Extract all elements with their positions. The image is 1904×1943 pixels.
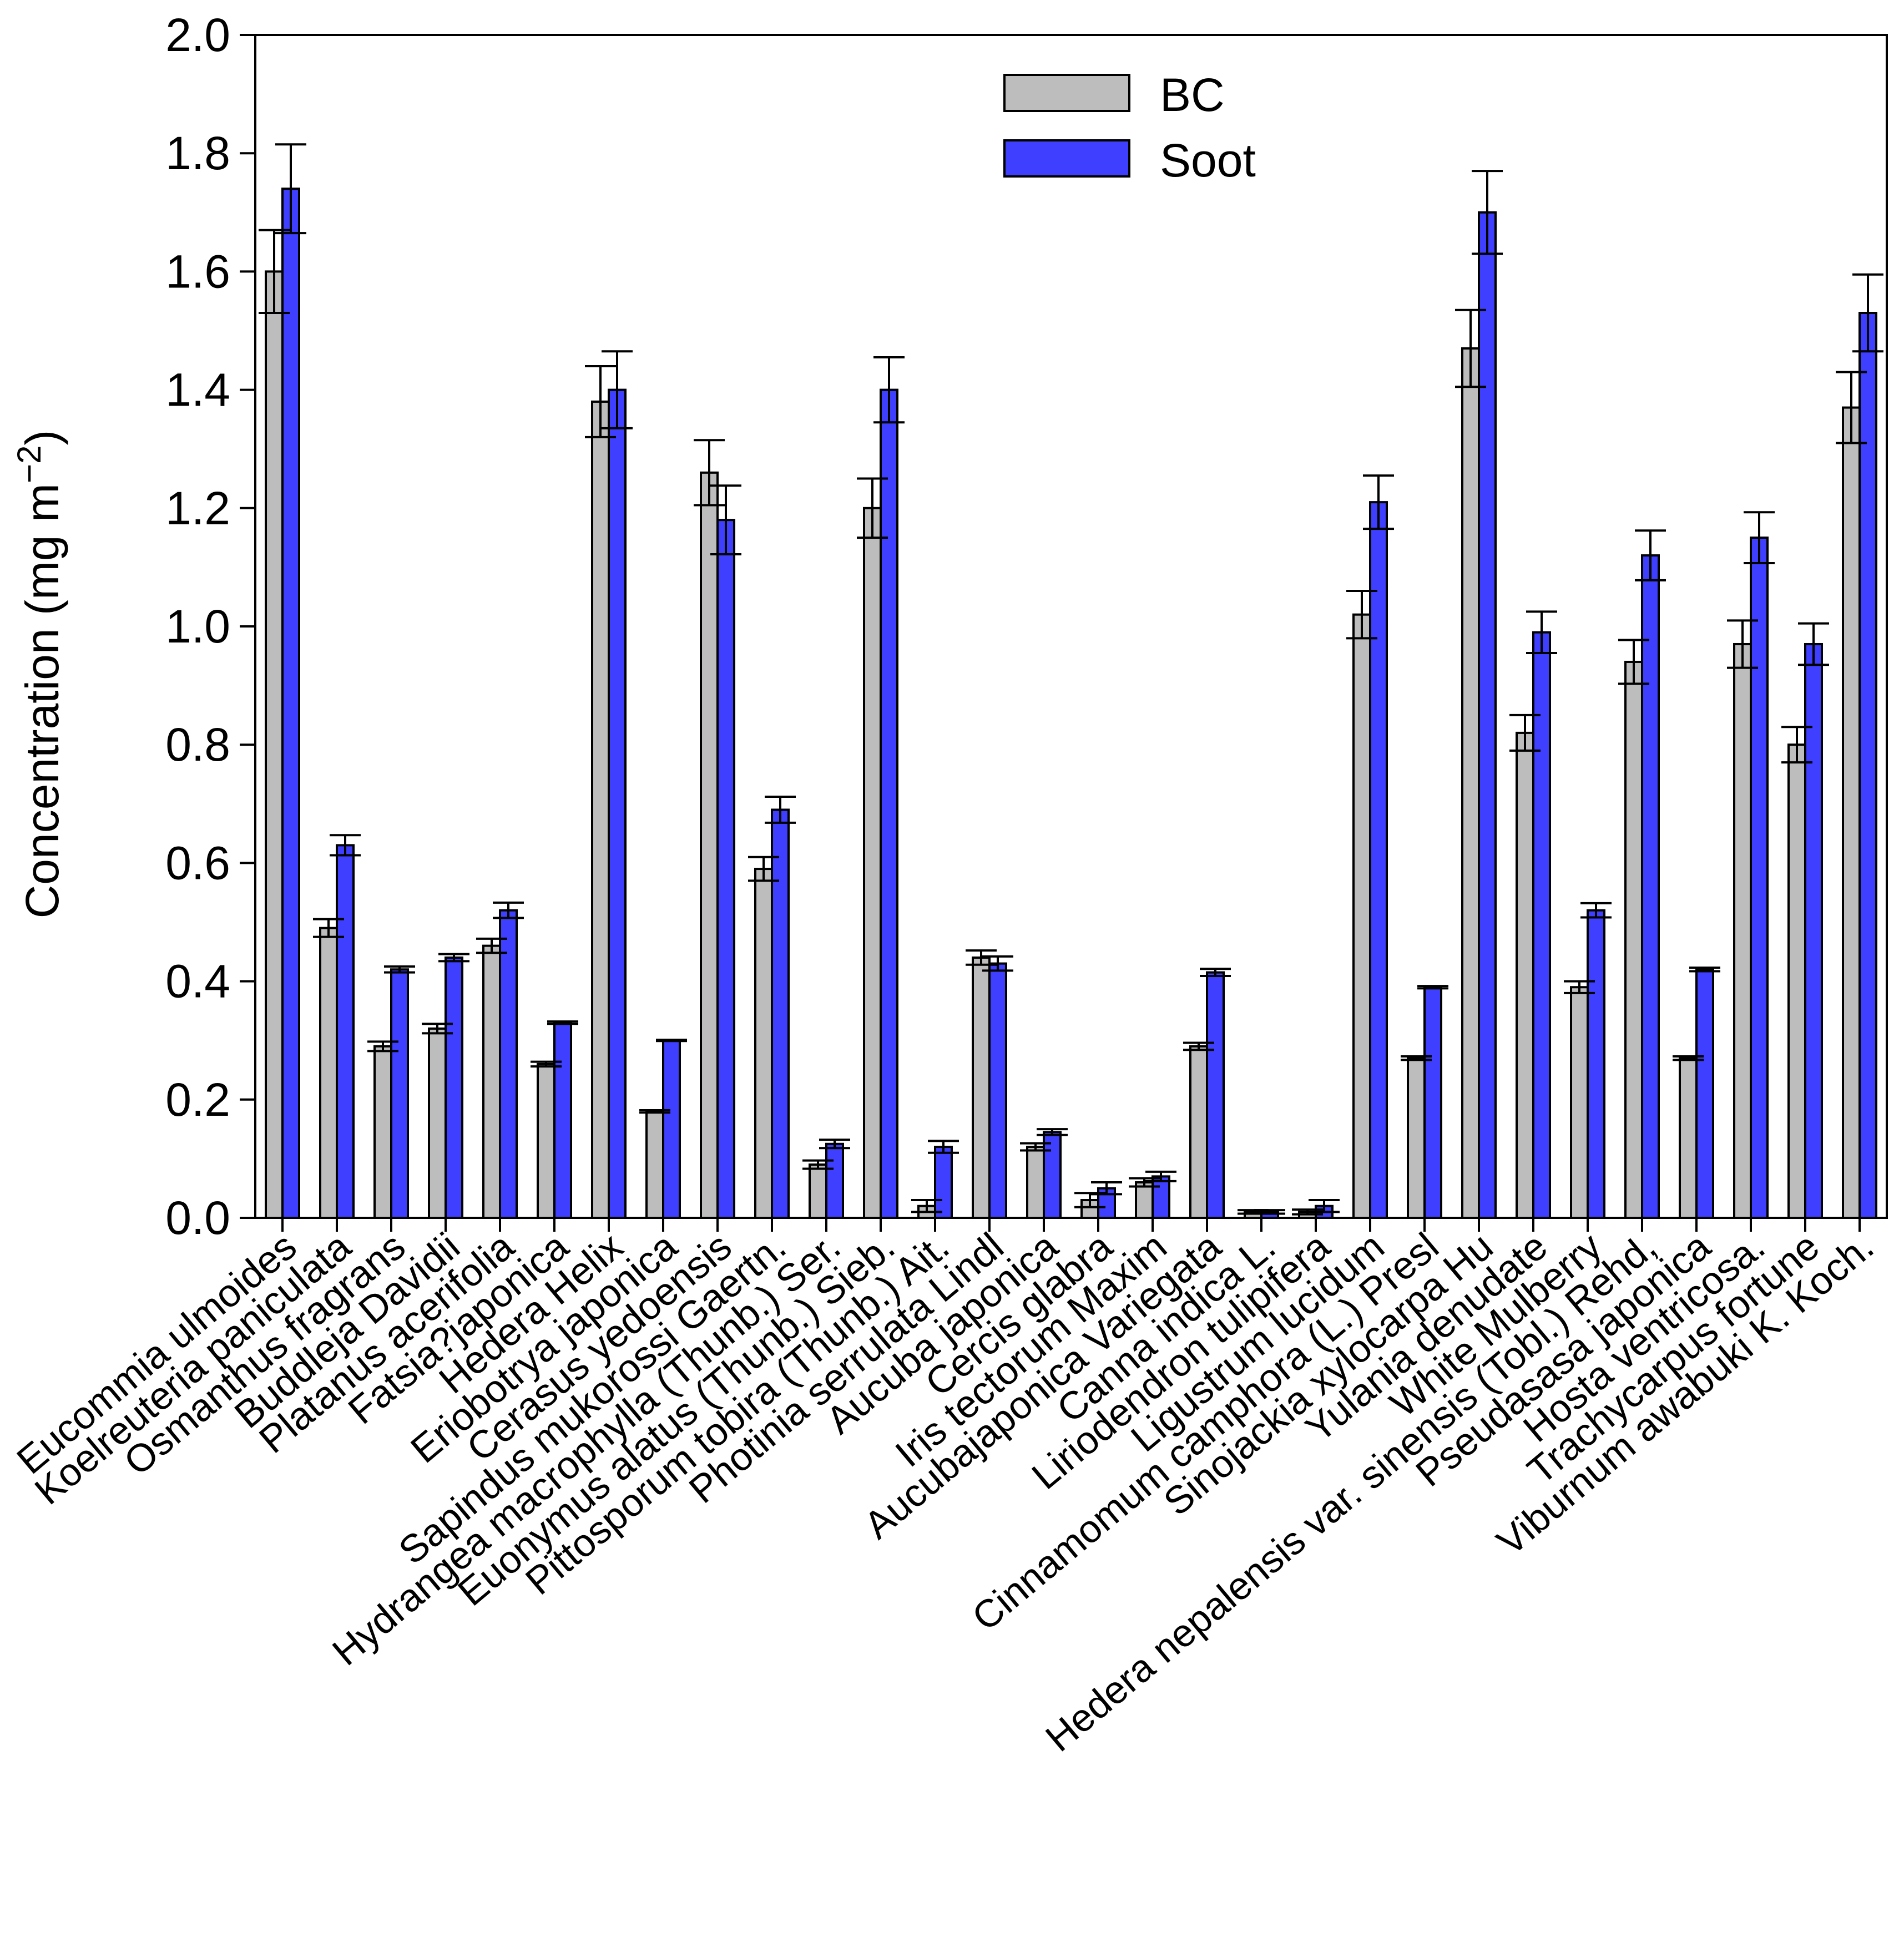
y-axis-title-superscript: −2: [11, 446, 48, 483]
bar-soot: [1587, 909, 1605, 1220]
bar-soot: [1695, 968, 1714, 1220]
bar-soot: [553, 1021, 572, 1219]
bar-soot: [716, 519, 735, 1219]
bar-bc: [1842, 406, 1861, 1220]
bar-bc: [1461, 347, 1480, 1219]
bar-soot: [390, 968, 409, 1220]
legend-swatch-bc: [1003, 74, 1130, 112]
y-tick-label: 2.0: [165, 9, 230, 61]
bar-bc: [1189, 1045, 1208, 1219]
y-tick-label: 0.8: [165, 718, 230, 771]
y-tick-label: 0.2: [165, 1074, 230, 1126]
bar-soot: [771, 808, 790, 1219]
legend: BC Soot: [1003, 69, 1256, 186]
y-tick-label: 0.0: [165, 1192, 230, 1244]
bar-soot: [934, 1146, 953, 1220]
bar-bc: [972, 956, 991, 1219]
bar-soot: [1641, 554, 1660, 1220]
bar-bc: [1733, 642, 1752, 1219]
bar-soot: [1858, 312, 1877, 1219]
bar-soot: [1206, 971, 1225, 1219]
bar-bc: [1352, 613, 1371, 1219]
y-tick-label: 0.6: [165, 837, 230, 889]
y-axis-title: Concentration (mg m−2): [11, 430, 68, 919]
legend-label-soot: Soot: [1160, 134, 1256, 186]
bar-bc: [1026, 1146, 1045, 1220]
y-tick-label: 1.2: [165, 482, 230, 534]
bar-soot: [1043, 1131, 1062, 1220]
bar-bc: [1624, 660, 1643, 1219]
bar-bc: [1570, 986, 1589, 1219]
y-tick-label: 1.6: [165, 245, 230, 297]
bar-soot: [445, 956, 463, 1219]
bar-soot: [1804, 642, 1823, 1219]
bar-soot: [825, 1142, 844, 1219]
y-axis-title-main: Concentration (mg m: [16, 483, 68, 918]
legend-label-bc: BC: [1160, 69, 1225, 121]
bar-soot: [281, 188, 300, 1219]
bar-soot: [1423, 986, 1442, 1219]
bar-bc: [1516, 731, 1534, 1219]
bar-bc: [1787, 743, 1806, 1219]
bar-bc: [645, 1110, 664, 1219]
bar-soot: [1369, 501, 1388, 1219]
y-ticks-group: 0.0 0.2 0.4 0.6 0.8 1.0 1.2 1.4 1.6 1.8 2.0: [165, 9, 255, 1244]
bar-soot: [608, 388, 627, 1219]
bar-soot: [988, 962, 1007, 1219]
legend-swatch-soot: [1003, 139, 1130, 178]
bar-bc: [863, 507, 882, 1219]
bar-soot: [1532, 631, 1551, 1219]
bar-bc: [1679, 1057, 1698, 1220]
y-axis-title-close: ): [16, 430, 68, 446]
bar-bc: [1135, 1181, 1154, 1220]
bar-bc: [809, 1163, 827, 1220]
y-tick-label: 1.0: [165, 600, 230, 652]
bars-group: [265, 188, 1877, 1220]
bar-soot: [1478, 211, 1497, 1219]
bar-soot: [1750, 537, 1769, 1219]
bar-bc: [537, 1062, 555, 1219]
bar-bc: [428, 1027, 447, 1219]
bar-soot: [1152, 1175, 1170, 1219]
bar-bc: [700, 471, 719, 1220]
bar-soot: [662, 1039, 681, 1219]
bar-bc: [319, 927, 338, 1220]
bar-bc: [373, 1045, 392, 1219]
y-tick-label: 1.8: [165, 127, 230, 179]
bar-bc: [754, 868, 773, 1220]
bar-soot: [499, 909, 518, 1220]
bar-bc: [1407, 1057, 1426, 1220]
bar-soot: [336, 844, 355, 1220]
bar-bc: [591, 400, 610, 1219]
bar-bc: [265, 270, 284, 1219]
error-bars-group: [259, 143, 1883, 1216]
y-tick-label: 1.4: [165, 364, 230, 416]
y-tick-label: 0.4: [165, 955, 230, 1008]
bar-soot: [880, 388, 898, 1219]
bar-bc: [482, 944, 501, 1219]
